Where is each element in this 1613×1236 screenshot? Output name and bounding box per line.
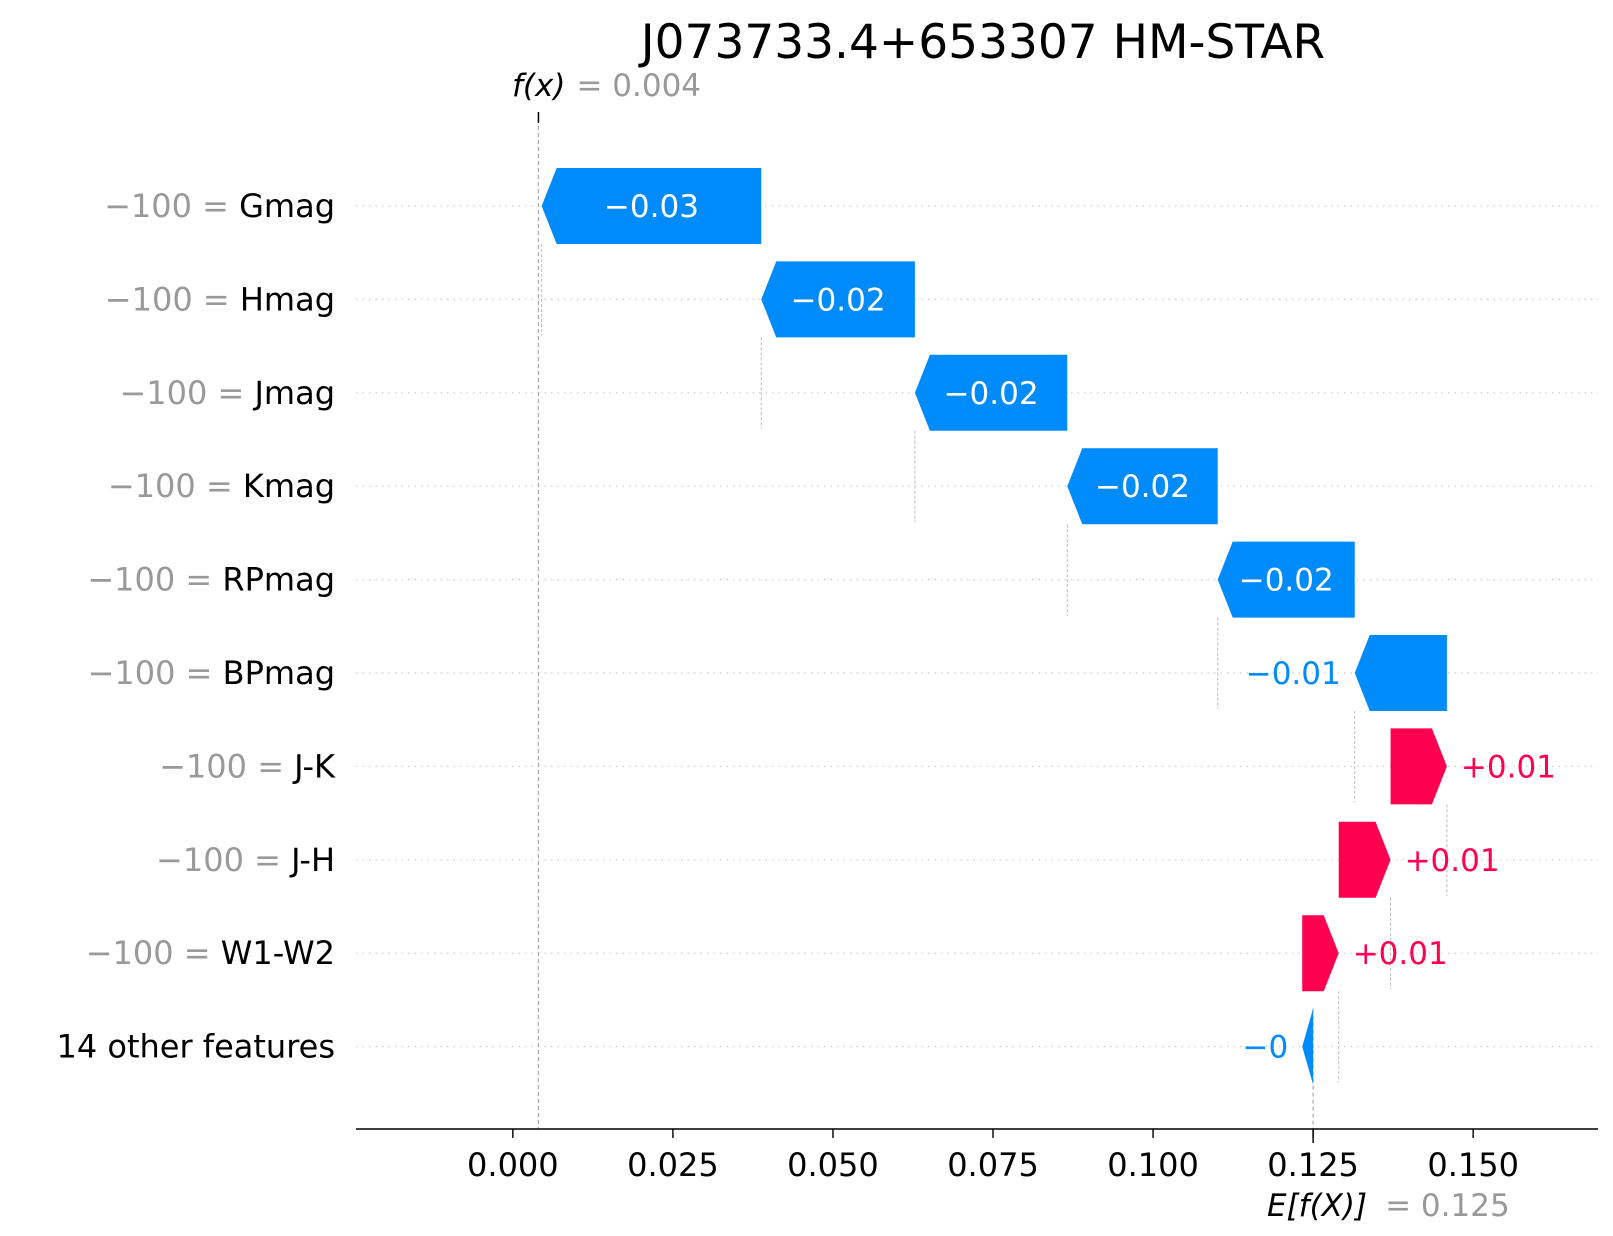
bar-14-other-features	[1302, 1008, 1314, 1085]
bar-value-label: −0.03	[604, 189, 699, 225]
feature-label: −100 = Hmag	[105, 280, 335, 318]
feature-label: −100 = BPmag	[88, 654, 335, 692]
x-tick-label: 0.100	[1107, 1146, 1199, 1184]
feature-name: Hmag	[240, 280, 335, 318]
bar-value-label: −0.02	[944, 376, 1039, 412]
feature-value: −100 =	[108, 467, 243, 505]
feature-value: −100 =	[86, 934, 221, 972]
feature-value: −100 =	[119, 374, 254, 412]
x-tick-label: 0.000	[467, 1146, 559, 1184]
feature-label: −100 = Jmag	[119, 374, 335, 412]
x-tick-label: 0.025	[627, 1146, 719, 1184]
bar-hmag	[761, 261, 915, 338]
chart-title: J073733.4+653307 HM-STAR	[638, 15, 1325, 70]
bar-jmag	[914, 354, 1068, 431]
feature-name: Kmag	[243, 467, 335, 505]
bar-value-label: −0	[1243, 1030, 1289, 1066]
feature-label: −100 = RPmag	[87, 561, 335, 599]
bar-j-h	[1338, 821, 1391, 898]
feature-name: J-H	[289, 841, 335, 879]
bar-value-label: +0.01	[1461, 749, 1556, 785]
bar-w1-w2	[1302, 915, 1339, 992]
feature-value: −100 =	[156, 841, 291, 879]
efx-value: = 0.125	[1385, 1188, 1510, 1224]
efx-label: E[f(X)]	[1267, 1188, 1367, 1224]
feature-label: −100 = Gmag	[104, 187, 335, 225]
fx-value: = 0.004	[576, 68, 701, 104]
feature-name: BPmag	[223, 654, 335, 692]
feature-value: −100 =	[105, 280, 240, 318]
bars-group: −0.03 −0.02 −0.02 −0.02 −0.02 −0.01 +0.01 +0.01…	[541, 168, 1556, 1085]
feature-name: Gmag	[239, 187, 335, 225]
bar-value-label: +0.01	[1405, 843, 1500, 879]
feature-value: −100 =	[104, 187, 239, 225]
x-tick-label: 0.125	[1267, 1146, 1359, 1184]
bar-value-label: −0.02	[1095, 469, 1190, 505]
bar-bpmag	[1354, 635, 1447, 711]
feature-label: −100 = Kmag	[108, 467, 335, 505]
bar-value-label: −0.02	[791, 282, 886, 318]
x-tick-label: 0.050	[787, 1146, 879, 1184]
bar-value-label: +0.01	[1353, 936, 1448, 972]
feature-name: RPmag	[222, 561, 335, 599]
feature-name: J-K	[292, 747, 336, 785]
x-axis: 0.000 0.025 0.050 0.075 0.100 0.125 0.150	[356, 1128, 1598, 1184]
fx-label: f(x)	[512, 68, 565, 104]
bar-j-k	[1390, 728, 1447, 805]
bar-rpmag	[1217, 541, 1355, 618]
feature-name: W1-W2	[221, 934, 335, 972]
bar-gmag	[541, 168, 762, 244]
feature-name: Jmag	[252, 374, 335, 412]
feature-value: −100 =	[159, 747, 294, 785]
feature-label: 14 other features	[56, 1028, 335, 1066]
x-tick-label: 0.075	[947, 1146, 1039, 1184]
x-tick-label: 0.150	[1427, 1146, 1519, 1184]
feature-label: −100 = W1-W2	[86, 934, 335, 972]
bar-value-label: −0.02	[1239, 563, 1334, 599]
bar-value-label: −0.01	[1246, 656, 1341, 692]
feature-label: −100 = J-K	[159, 747, 336, 785]
bar-kmag	[1067, 448, 1218, 525]
feature-labels: −100 = Gmag−100 = Hmag−100 = Jmag−100 = …	[56, 187, 336, 1066]
feature-value: −100 =	[87, 561, 222, 599]
feature-name: 14 other features	[56, 1028, 335, 1066]
guide-lines	[356, 112, 1598, 1129]
feature-value: −100 =	[88, 654, 223, 692]
feature-label: −100 = J-H	[156, 841, 335, 879]
